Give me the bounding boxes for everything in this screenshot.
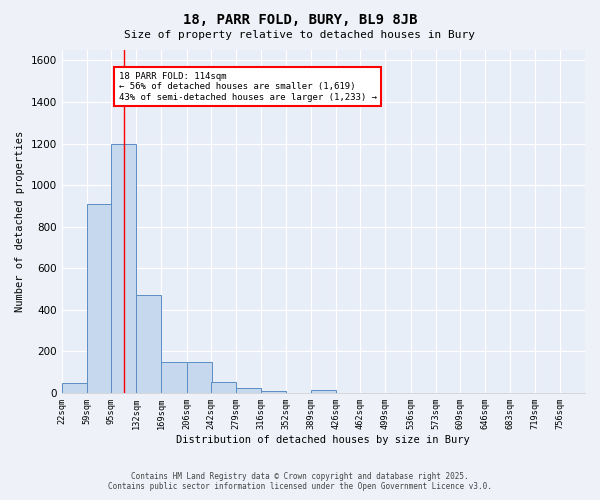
- Bar: [311, 390, 336, 393]
- Bar: [161, 362, 187, 393]
- X-axis label: Distribution of detached houses by size in Bury: Distribution of detached houses by size …: [176, 435, 470, 445]
- Bar: [111, 144, 136, 393]
- Bar: [261, 391, 286, 393]
- Text: Size of property relative to detached houses in Bury: Size of property relative to detached ho…: [125, 30, 476, 40]
- Bar: [211, 382, 236, 393]
- Bar: [62, 382, 87, 393]
- Bar: [187, 362, 212, 393]
- Text: Contains HM Land Registry data © Crown copyright and database right 2025.
Contai: Contains HM Land Registry data © Crown c…: [108, 472, 492, 491]
- Y-axis label: Number of detached properties: Number of detached properties: [15, 131, 25, 312]
- Bar: [136, 296, 161, 393]
- Bar: [236, 388, 261, 393]
- Text: 18, PARR FOLD, BURY, BL9 8JB: 18, PARR FOLD, BURY, BL9 8JB: [183, 12, 417, 26]
- Bar: [87, 204, 112, 393]
- Text: 18 PARR FOLD: 114sqm
← 56% of detached houses are smaller (1,619)
43% of semi-de: 18 PARR FOLD: 114sqm ← 56% of detached h…: [119, 72, 377, 102]
